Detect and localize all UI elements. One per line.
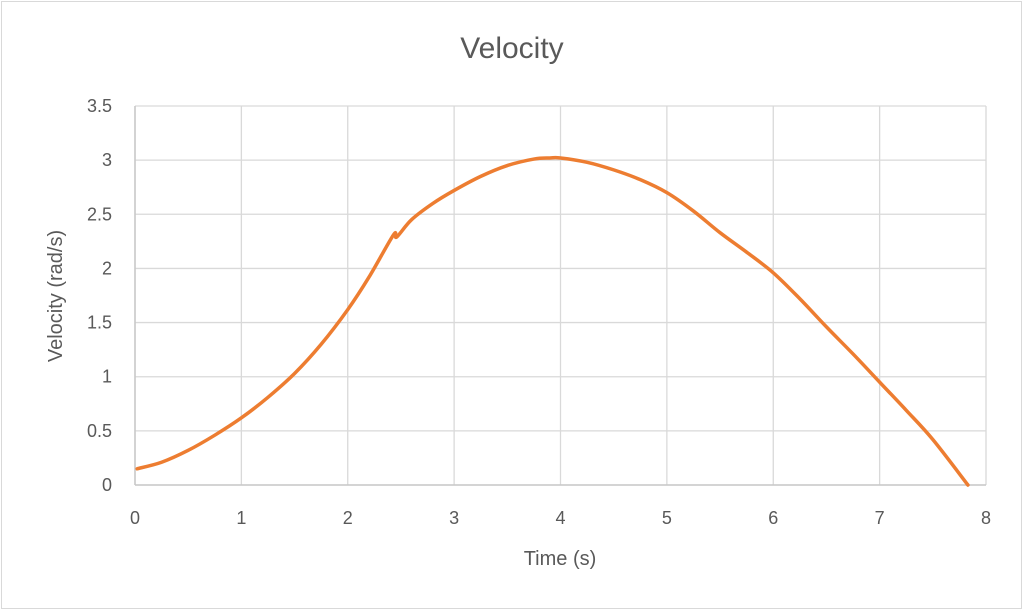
series-line-velocity <box>135 155 970 487</box>
y-tick-labels: 0 0.5 1 1.5 2 2.5 3 3.5 <box>87 96 112 495</box>
x-tick-label: 4 <box>555 508 565 528</box>
x-tick-label: 8 <box>981 508 991 528</box>
x-tick-label: 0 <box>130 508 140 528</box>
y-tick-label: 0 <box>102 475 112 495</box>
y-tick-label: 2 <box>102 258 112 278</box>
x-tick-label: 7 <box>875 508 885 528</box>
y-tick-label: 1.5 <box>87 313 112 333</box>
y-tick-label: 3.5 <box>87 96 112 116</box>
series-layer <box>135 155 970 487</box>
x-axis-title: Time (s) <box>524 548 597 570</box>
x-tick-label: 1 <box>236 508 246 528</box>
x-tick-label: 6 <box>768 508 778 528</box>
gridlines <box>134 105 987 486</box>
x-tick-label: 2 <box>343 508 353 528</box>
y-tick-label: 1 <box>102 367 112 387</box>
x-tick-label: 3 <box>449 508 459 528</box>
y-tick-label: 3 <box>102 150 112 170</box>
chart-title: Velocity <box>460 32 563 65</box>
x-tick-label: 5 <box>662 508 672 528</box>
x-tick-labels: 0 1 2 3 4 5 6 7 8 <box>130 508 991 528</box>
y-axis-title: Velocity (rad/s) <box>45 230 67 362</box>
y-tick-label: 2.5 <box>87 204 112 224</box>
y-tick-label: 0.5 <box>87 421 112 441</box>
